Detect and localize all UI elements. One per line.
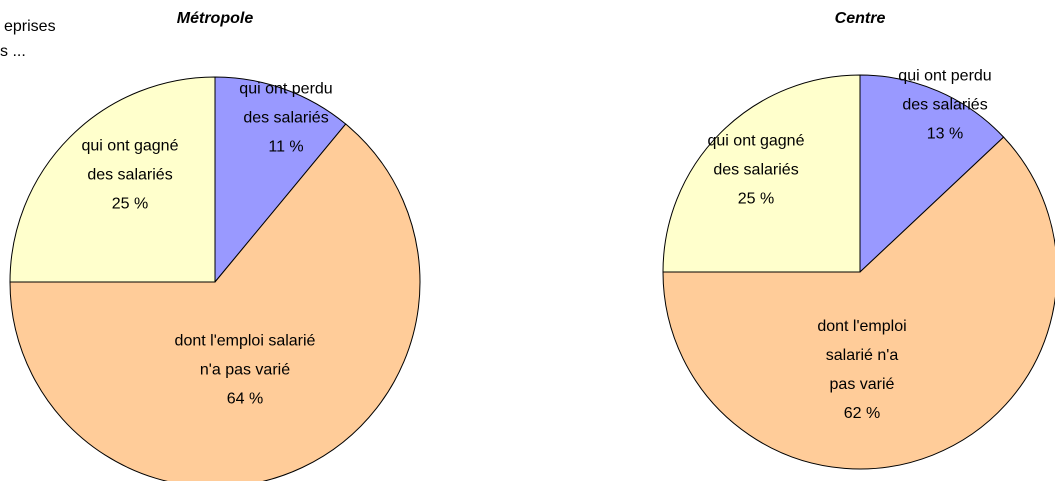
slice-label: qui ont gagné des salariés 25 % (706, 127, 806, 214)
slice-label: qui ont gagné des salariés 25 % (80, 132, 180, 219)
pie-slice (859, 74, 1005, 274)
slice-value: 25 % (111, 195, 149, 213)
slice-category: dont l'emploi salarié n'a pas varié (817, 318, 907, 393)
slice-label: qui ont perdu des salariés 13 % (890, 62, 1000, 149)
pie-slice (662, 74, 861, 273)
slice-value: 64 % (226, 390, 264, 408)
slice-category: qui ont perdu des salariés (239, 80, 333, 127)
chart-title: Centre (834, 10, 886, 27)
slice-value: 11 % (268, 138, 304, 156)
chart-title: Métropole (176, 10, 254, 27)
pie-slice (9, 123, 421, 481)
note: s ... (0, 43, 26, 60)
slice-label: dont l'emploi salarié n'a pas varié 64 % (170, 327, 320, 414)
slice-label: dont l'emploi salarié n'a pas varié 62 % (812, 312, 912, 428)
note: eprises (4, 18, 56, 35)
pie-slice (9, 76, 216, 283)
pie-slice (214, 76, 347, 284)
slice-category: dont l'emploi salarié n'a pas varié (174, 332, 316, 379)
slice-value: 62 % (843, 405, 881, 422)
slice-value: 25 % (737, 190, 775, 208)
pie-slice (662, 136, 1055, 470)
slice-label: qui ont perdu des salariés 11 % (231, 75, 341, 162)
slice-category: qui ont gagné des salariés (707, 132, 805, 179)
slice-category: qui ont perdu des salariés (898, 67, 992, 114)
slice-category: qui ont gagné des salariés (81, 137, 179, 184)
slice-value: 13 % (926, 125, 964, 143)
